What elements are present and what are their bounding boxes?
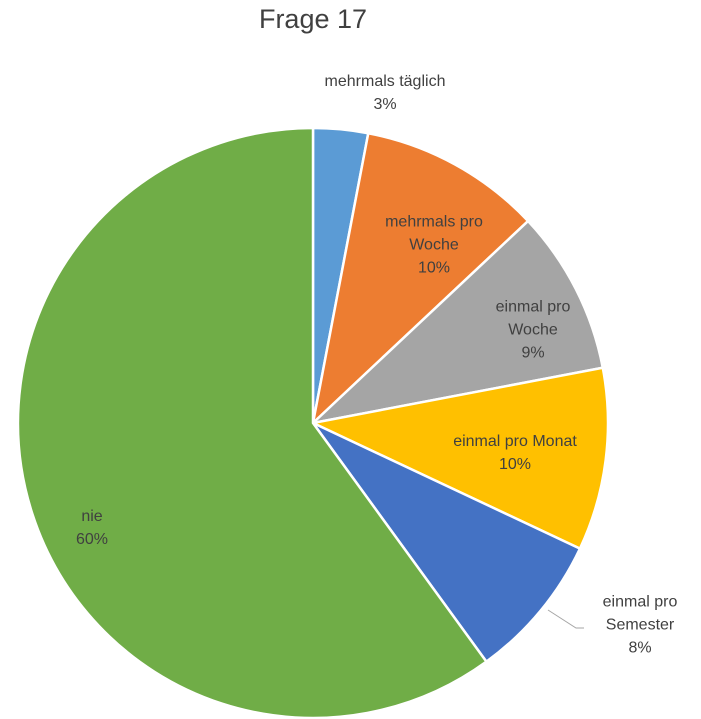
- category-label: einmal pro Woche: [495, 298, 571, 339]
- data-label: einmal pro Semester 8%: [590, 591, 690, 660]
- value-label: 10%: [417, 259, 451, 277]
- pie-slice: [16, 126, 489, 719]
- data-label: einmal pro Woche 9%: [478, 296, 588, 365]
- category-label: einmal pro Monat: [453, 433, 577, 450]
- pie-slice: [309, 219, 605, 426]
- data-label: einmal pro Monat 10%: [415, 430, 615, 476]
- value-label: 8%: [628, 639, 652, 657]
- category-label: nie: [81, 508, 103, 525]
- category-label: einmal pro Semester: [602, 593, 678, 634]
- leader-line: [547, 609, 584, 629]
- value-label: 60%: [75, 531, 109, 548]
- data-label: mehrmals pro Woche 10%: [369, 211, 499, 280]
- chart-title: Frage 17: [258, 4, 368, 34]
- pie-slice: [311, 421, 582, 664]
- pie-slice: [308, 366, 610, 551]
- category-label: mehrmals täglich: [324, 73, 446, 90]
- category-label: mehrmals pro Woche: [385, 213, 483, 254]
- pie-slice: [311, 131, 530, 427]
- value-label: 10%: [498, 456, 532, 473]
- data-label: nie 60%: [52, 505, 132, 551]
- value-label: 9%: [521, 344, 545, 362]
- data-label: mehrmals täglich 3%: [285, 70, 485, 116]
- value-label: 3%: [373, 96, 397, 113]
